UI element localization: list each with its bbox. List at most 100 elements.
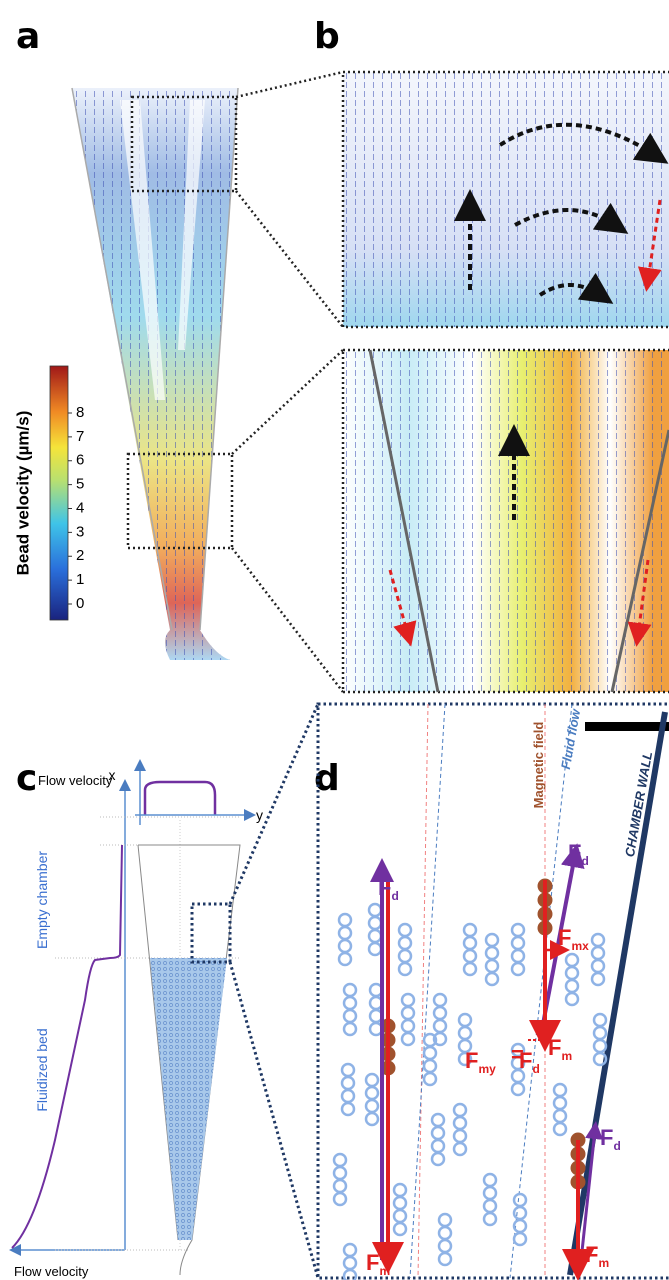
bead — [340, 1075, 356, 1091]
bead — [564, 991, 580, 1007]
force-symbol: F — [558, 925, 571, 950]
bead — [392, 1182, 408, 1198]
bead — [564, 978, 580, 994]
bead — [452, 1141, 468, 1157]
bead — [332, 1191, 348, 1207]
force-subscript: d — [613, 1139, 620, 1153]
bead — [342, 1242, 358, 1258]
bead — [437, 1251, 453, 1267]
bead — [510, 935, 526, 951]
force-symbol: = — [511, 1042, 524, 1067]
bead — [392, 1221, 408, 1237]
bead — [342, 1255, 358, 1271]
force-subscript: d — [532, 1062, 539, 1076]
bead — [397, 922, 413, 938]
bead — [397, 961, 413, 977]
zoom-box — [130, 95, 238, 193]
bead — [462, 961, 478, 977]
zoom-line — [231, 547, 344, 693]
bead — [590, 971, 606, 987]
force-symbol: F — [519, 1048, 532, 1073]
bead — [592, 1012, 608, 1028]
bead — [367, 941, 383, 957]
bead — [340, 1088, 356, 1104]
bead — [592, 1051, 608, 1067]
colorbar-tick-label: 3 — [76, 523, 84, 540]
axis-label: y — [256, 807, 263, 823]
bead — [510, 1081, 526, 1097]
force-symbol: F — [378, 875, 391, 900]
colorbar-tick-label: 6 — [76, 452, 84, 469]
bead — [400, 1018, 416, 1034]
bead — [482, 1172, 498, 1188]
bead — [484, 932, 500, 948]
bead — [590, 932, 606, 948]
bead — [367, 928, 383, 944]
bead — [364, 1085, 380, 1101]
bead — [400, 1031, 416, 1047]
force-symbol: F — [366, 1250, 379, 1275]
field-label: Magnetic field — [531, 722, 546, 809]
force-label: Fd — [378, 875, 399, 903]
bead — [437, 1238, 453, 1254]
bead — [400, 992, 416, 1008]
bead — [457, 1025, 473, 1041]
colorbar-tick-label: 4 — [76, 499, 84, 516]
scale-bar — [585, 722, 669, 731]
bead — [452, 1128, 468, 1144]
force-label: Fd — [519, 1048, 540, 1076]
bead — [342, 995, 358, 1011]
force-subscript: d — [581, 854, 588, 868]
bead — [364, 1098, 380, 1114]
bead — [512, 1192, 528, 1208]
bead — [510, 961, 526, 977]
bead — [337, 938, 353, 954]
colorbar-tick-label: 8 — [76, 404, 84, 421]
colorbar-tick-label: 7 — [76, 428, 84, 445]
bead — [397, 948, 413, 964]
force-label: Fm — [585, 1242, 609, 1270]
colorbar-tick-label: 0 — [76, 595, 84, 612]
bead — [367, 915, 383, 931]
bead — [482, 1185, 498, 1201]
bead — [592, 1038, 608, 1054]
bead — [342, 1268, 358, 1280]
bead — [432, 1031, 448, 1047]
axis-label: x — [109, 767, 116, 783]
bead — [552, 1108, 568, 1124]
bead — [364, 1111, 380, 1127]
bead — [332, 1178, 348, 1194]
bead — [482, 1211, 498, 1227]
force-symbol: F — [465, 1048, 478, 1073]
region-label: Empty chamber — [34, 851, 50, 949]
bead — [452, 1115, 468, 1131]
bead — [564, 952, 580, 968]
bead — [437, 1225, 453, 1241]
bead — [430, 1138, 446, 1154]
bead — [512, 1231, 528, 1247]
force-symbol: F — [568, 840, 581, 865]
force-label: Fd — [600, 1125, 621, 1153]
force-label: = — [511, 1042, 524, 1067]
panel-d: Magnetic field Fluid flow CHAMBER WALL F… — [316, 702, 669, 1280]
panel-c: Flow velocity x y Empty chamber Fluidize… — [9, 703, 320, 1279]
force-label: Fm — [366, 1250, 390, 1278]
bead — [422, 1071, 438, 1087]
bead — [484, 945, 500, 961]
panel-label: c — [16, 758, 37, 799]
bead — [484, 958, 500, 974]
bead — [552, 1121, 568, 1137]
force-symbol: F — [585, 1242, 598, 1267]
bead — [590, 945, 606, 961]
region-label: Fluidized bed — [34, 1028, 50, 1111]
flow-label: Fluid flow — [558, 707, 583, 770]
bead — [337, 925, 353, 941]
bead — [432, 1018, 448, 1034]
bead — [342, 982, 358, 998]
force-subscript: mx — [571, 939, 589, 953]
bead — [432, 1005, 448, 1021]
bead — [364, 1072, 380, 1088]
bead — [510, 922, 526, 938]
zoom-line — [235, 190, 344, 328]
